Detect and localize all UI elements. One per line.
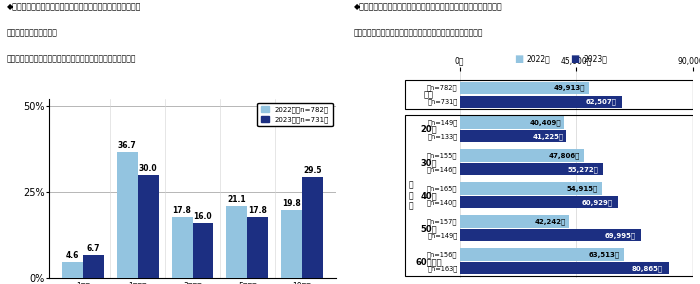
Text: ■: ■ <box>570 54 580 64</box>
Text: ［n=149］: ［n=149］ <box>427 232 458 239</box>
Text: 21.1: 21.1 <box>228 195 246 204</box>
Text: ［n=155］: ［n=155］ <box>427 152 458 159</box>
Text: ◆夫婦の老後の備えとしてひと月あたりに確保できている金額: ◆夫婦の老後の備えとしてひと月あたりに確保できている金額 <box>7 3 141 12</box>
Legend: 2022年［n=782］, 2023年［n=731］: 2022年［n=782］, 2023年［n=731］ <box>258 103 332 126</box>
Text: 17.8: 17.8 <box>248 206 267 215</box>
Bar <box>460 215 569 228</box>
Text: 6.7: 6.7 <box>87 244 100 253</box>
Bar <box>138 175 158 278</box>
Text: 69,995円: 69,995円 <box>605 232 636 239</box>
Text: 60代以上: 60代以上 <box>415 257 442 266</box>
Text: ◆夫婦の老後の備えとしてひと月あたりに確保できている金額の平均: ◆夫婦の老後の備えとしてひと月あたりに確保できている金額の平均 <box>354 3 502 12</box>
Text: 4.6: 4.6 <box>66 251 79 260</box>
Text: ［n=165］: ［n=165］ <box>427 185 458 192</box>
Text: ［n=782］: ［n=782］ <box>427 85 458 91</box>
Text: 40,409円: 40,409円 <box>530 119 561 126</box>
Text: 17.8: 17.8 <box>173 206 192 215</box>
Text: 20代: 20代 <box>420 125 437 134</box>
Text: 2023年: 2023年 <box>583 54 607 63</box>
Bar <box>83 255 104 278</box>
Text: 60,929円: 60,929円 <box>582 199 613 206</box>
Text: 41,225円: 41,225円 <box>532 133 564 139</box>
Text: 47,806円: 47,806円 <box>549 152 580 159</box>
Bar <box>405 80 693 109</box>
Text: 29.5: 29.5 <box>303 166 322 175</box>
Text: 80,865円: 80,865円 <box>632 265 663 272</box>
Text: ［n=133］: ［n=133］ <box>428 133 458 139</box>
Bar <box>247 217 268 278</box>
Text: 54,915円: 54,915円 <box>566 185 598 192</box>
Text: 55,272円: 55,272円 <box>568 166 598 173</box>
Text: ［n=163］: ［n=163］ <box>427 265 458 272</box>
Text: 30.0: 30.0 <box>139 164 158 173</box>
Text: ［n=156］: ［n=156］ <box>427 251 458 258</box>
Bar <box>460 130 566 142</box>
Text: 50代: 50代 <box>420 224 437 233</box>
Text: 2022年: 2022年 <box>526 54 550 63</box>
Text: ［n=157］: ［n=157］ <box>427 218 458 225</box>
Bar <box>302 177 323 278</box>
Bar <box>460 96 622 108</box>
Text: 16.0: 16.0 <box>194 212 212 221</box>
Bar <box>460 262 669 274</box>
Text: 63,513円: 63,513円 <box>588 251 620 258</box>
Text: 19.8: 19.8 <box>282 199 301 208</box>
Bar <box>460 229 641 241</box>
Text: ［自由回答形式：数値］: ［自由回答形式：数値］ <box>7 28 58 37</box>
Bar <box>460 163 603 176</box>
Text: ［n=140］: ［n=140］ <box>427 199 458 206</box>
Text: ■: ■ <box>514 54 524 64</box>
Bar <box>172 217 193 278</box>
Bar <box>281 210 302 278</box>
Text: 42,242円: 42,242円 <box>535 218 566 225</box>
Text: ［n=149］: ［n=149］ <box>427 119 458 126</box>
Text: 62,507円: 62,507円 <box>586 99 617 105</box>
Bar <box>193 223 214 278</box>
Bar <box>460 182 602 195</box>
Bar <box>460 196 617 208</box>
Bar <box>405 115 693 276</box>
Text: 対象：夫婦の老後に備えるためのお金を毎月確保できている人: 対象：夫婦の老後に備えるためのお金を毎月確保できている人 <box>7 54 136 63</box>
Bar <box>62 262 83 278</box>
Text: 49,913円: 49,913円 <box>554 85 585 91</box>
Text: 年
代
別: 年 代 別 <box>409 181 413 210</box>
Bar <box>460 116 564 129</box>
Text: ［n=146］: ［n=146］ <box>427 166 458 173</box>
Text: 36.7: 36.7 <box>118 141 136 150</box>
Bar <box>460 248 624 261</box>
Text: 全体: 全体 <box>424 90 433 99</box>
Bar <box>460 149 584 162</box>
Bar <box>460 82 589 94</box>
Text: ［n=731］: ［n=731］ <box>427 99 458 105</box>
Text: 対象：夫婦の老後に備えるためのお金を毎月確保できている人: 対象：夫婦の老後に備えるためのお金を毎月確保できている人 <box>354 28 483 37</box>
Text: 30代: 30代 <box>420 158 437 167</box>
Bar <box>117 152 138 278</box>
Text: 40代: 40代 <box>420 191 437 200</box>
Bar <box>227 206 247 278</box>
